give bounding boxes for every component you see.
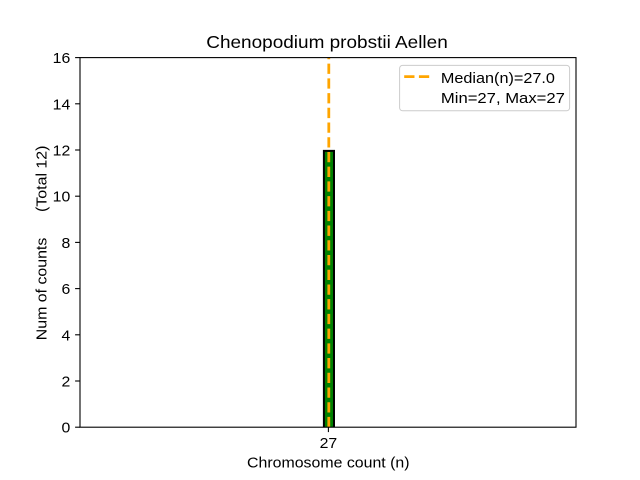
svg-text:Num of counts: Num of counts	[35, 238, 51, 341]
svg-text:Median(n)=27.0: Median(n)=27.0	[441, 71, 555, 87]
svg-text:(Total 12): (Total 12)	[35, 146, 51, 213]
svg-text:6: 6	[62, 282, 71, 298]
svg-text:27: 27	[320, 436, 338, 452]
svg-text:12: 12	[53, 144, 71, 160]
svg-text:14: 14	[53, 97, 71, 113]
svg-text:Chromosome count (n): Chromosome count (n)	[247, 455, 410, 471]
svg-text:0: 0	[62, 421, 71, 437]
svg-text:2: 2	[62, 375, 71, 391]
svg-text:16: 16	[53, 51, 71, 67]
svg-text:Min=27, Max=27: Min=27, Max=27	[441, 91, 565, 107]
svg-text:Chenopodium probstii Aellen: Chenopodium probstii Aellen	[206, 32, 448, 52]
svg-text:4: 4	[62, 328, 71, 344]
svg-text:8: 8	[62, 236, 71, 252]
svg-text:10: 10	[53, 190, 71, 206]
